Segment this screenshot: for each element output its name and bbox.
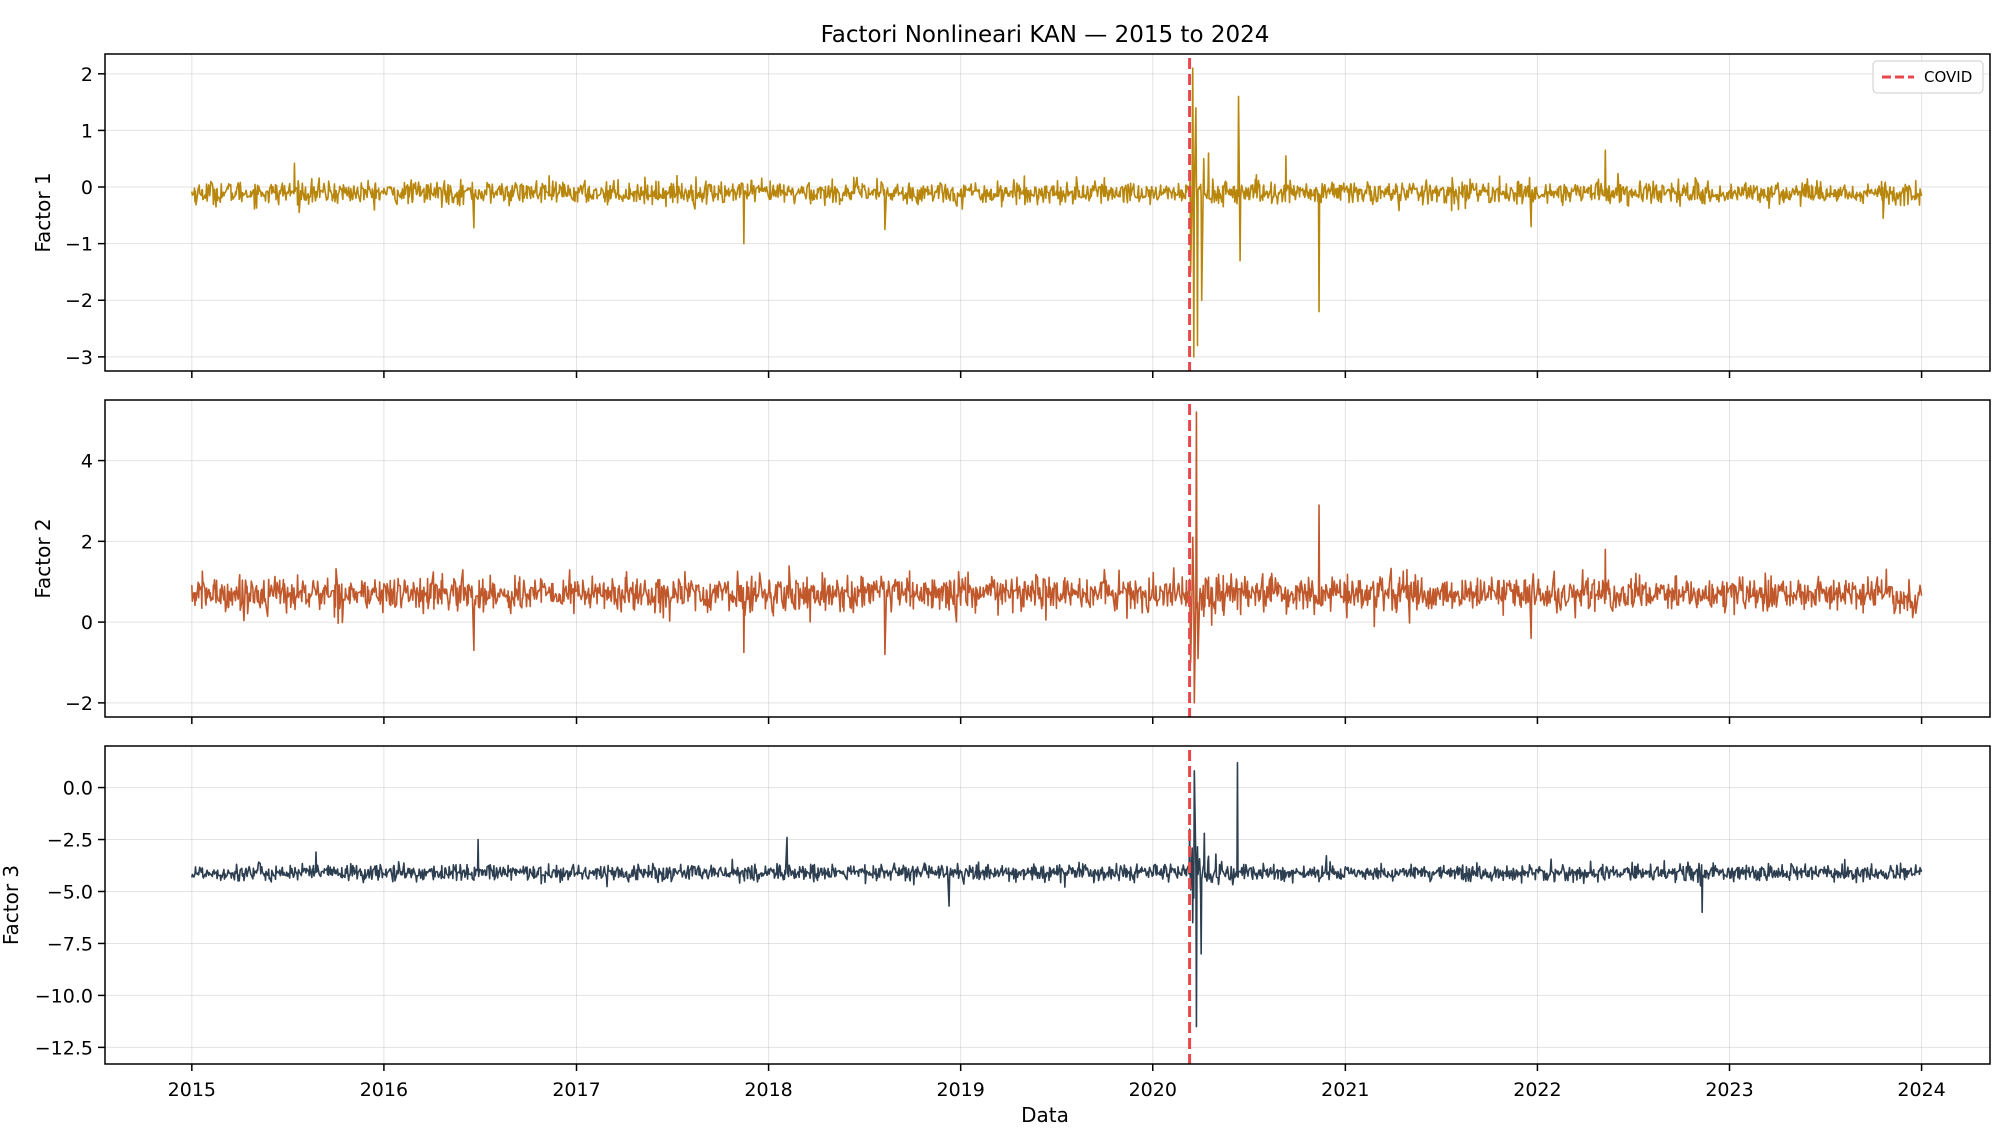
- y-tick-label: −10.0: [35, 985, 93, 1007]
- x-tick-label: 2019: [936, 1079, 984, 1101]
- y-tick-label: −3: [65, 347, 93, 369]
- plot-frame: [104, 745, 1991, 1065]
- y-tick-label: −12.5: [35, 1037, 93, 1059]
- y-tick-label: 4: [81, 451, 93, 473]
- y-tick-label: −1: [65, 234, 93, 256]
- x-tick-label: 2020: [1129, 1079, 1177, 1101]
- y-tick-label: −2.5: [47, 830, 93, 852]
- x-tick-label: 2023: [1705, 1079, 1753, 1101]
- y-axis-label: Factor 1: [31, 172, 55, 252]
- x-tick-label: 2017: [552, 1079, 600, 1101]
- y-tick-label: 0: [81, 612, 93, 634]
- series-line-factor-2: [191, 411, 1923, 704]
- panel-factor-2: 4 2 0 −2 Factor 2: [31, 399, 1991, 724]
- x-tick-label: 2021: [1321, 1079, 1369, 1101]
- y-tick-label: 0.0: [63, 778, 93, 800]
- x-tick-label: 2022: [1513, 1079, 1561, 1101]
- y-axis-label: Factor 2: [31, 518, 55, 598]
- panel-factor-3: 0.0 −2.5 −5.0 −7.5 −10.0 −12.5 2015 2016 2017 201…: [0, 745, 1991, 1101]
- y-tick-label: −5.0: [47, 881, 93, 903]
- y-axis-label: Factor 3: [0, 865, 23, 945]
- y-tick-label: 2: [81, 531, 93, 553]
- legend-label: COVID: [1924, 68, 1972, 86]
- plot-frame: [104, 399, 1991, 718]
- series-line-factor-1: [191, 67, 1923, 358]
- y-tick-label: −2: [65, 290, 93, 312]
- plot-frame: [104, 53, 1991, 372]
- x-tick-label: 2016: [360, 1079, 408, 1101]
- legend: COVID: [1872, 60, 1984, 94]
- x-tick-label: 2024: [1897, 1079, 1945, 1101]
- x-tick-label: 2015: [168, 1079, 216, 1101]
- chart-title: Factori Nonlineari KAN — 2015 to 2024: [821, 22, 1270, 48]
- x-axis-label: Data: [1021, 1103, 1069, 1127]
- panel-factor-1: 2 1 0 −1 −2 −3 Factor 1 COVID: [31, 53, 1991, 378]
- y-tick-label: −7.5: [47, 933, 93, 955]
- y-tick-label: −2: [65, 693, 93, 715]
- y-tick-label: 1: [81, 120, 93, 142]
- x-tick-label: 2018: [744, 1079, 792, 1101]
- series-line-factor-3: [191, 761, 1923, 1028]
- y-tick-label: 0: [81, 177, 93, 199]
- y-tick-label: 2: [81, 64, 93, 86]
- legend-box: [1872, 60, 1984, 94]
